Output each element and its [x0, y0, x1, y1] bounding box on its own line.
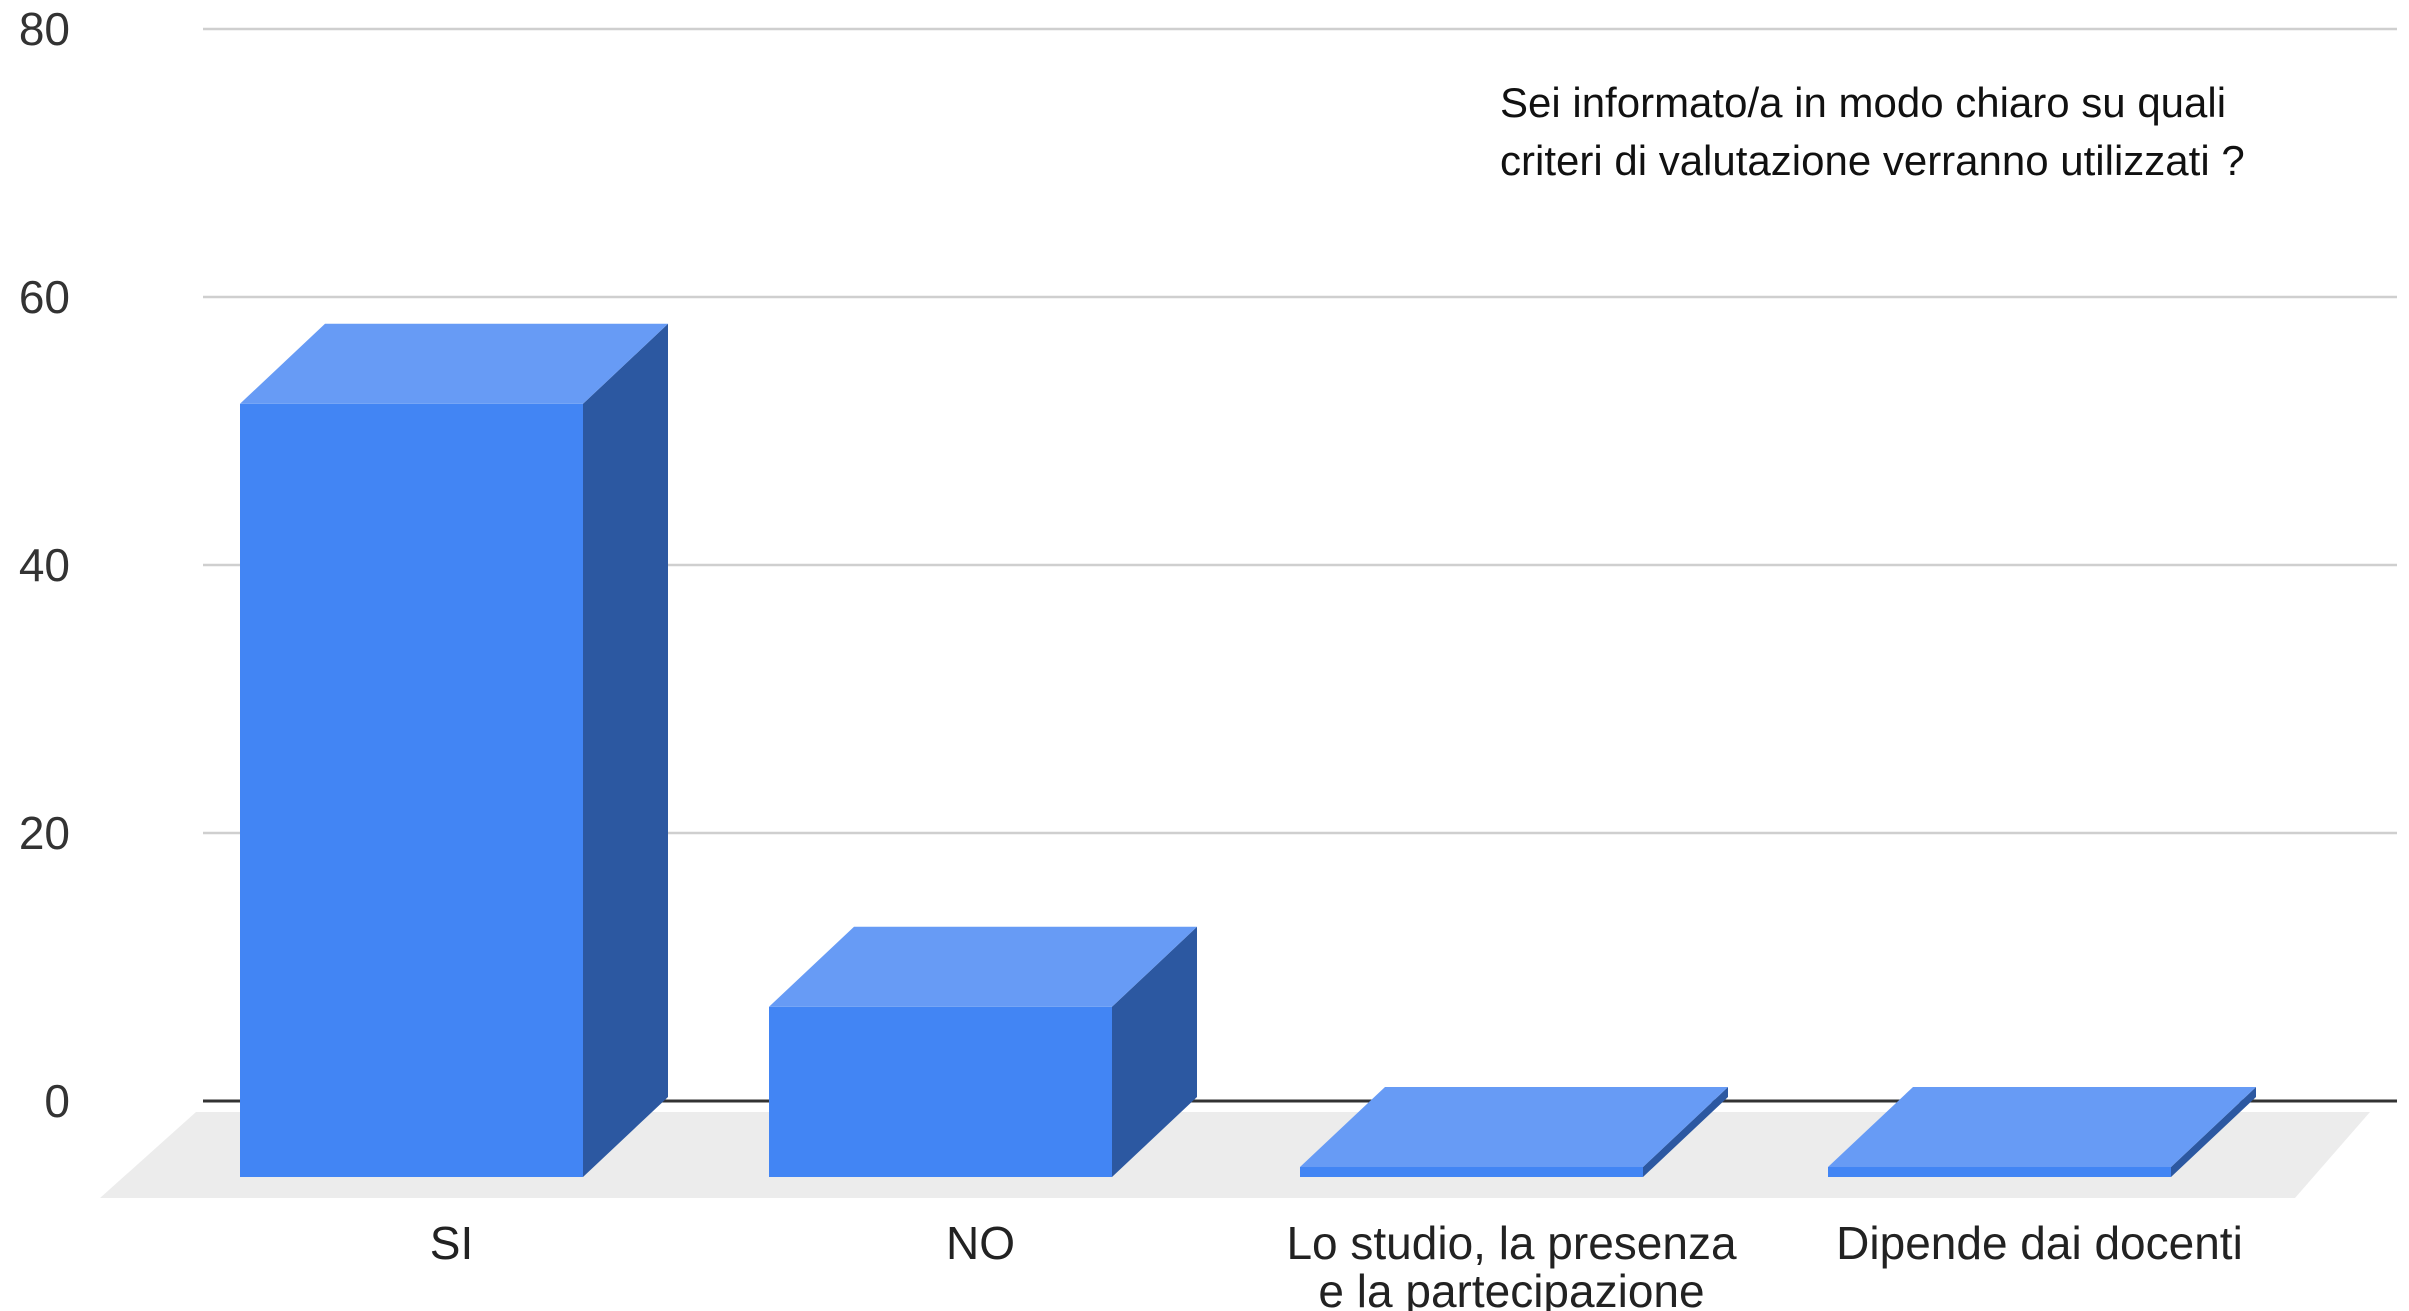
x-category-label: SI — [430, 1217, 473, 1269]
x-category-label: Lo studio, la presenza e la partecipazion… — [1286, 1217, 1736, 1311]
chart-title: Sei informato/a in modo chiaro su quali … — [1500, 79, 2245, 184]
bar-side — [2171, 1087, 2256, 1177]
bar — [769, 926, 1197, 1177]
bar-front — [769, 1006, 1112, 1177]
y-tick-label: 0 — [44, 1075, 70, 1127]
bar — [1300, 1087, 1728, 1177]
bar-top — [769, 926, 1197, 1007]
bar-top — [1828, 1087, 2256, 1167]
bar-top — [1300, 1087, 1728, 1167]
bar-front — [1300, 1167, 1643, 1177]
y-tick-label: 80 — [19, 3, 70, 55]
bar — [240, 323, 668, 1177]
chart-floor — [100, 1112, 2370, 1198]
bar-front — [240, 403, 583, 1177]
y-tick-label: 20 — [19, 807, 70, 859]
bar — [1828, 1087, 2256, 1177]
y-tick-label: 60 — [19, 271, 70, 323]
bar-side — [1112, 926, 1197, 1177]
bar-side — [1643, 1087, 1728, 1177]
bar-top — [240, 323, 668, 404]
x-category-label: Dipende dai docenti — [1836, 1217, 2243, 1269]
x-category-label: NO — [946, 1217, 1015, 1269]
bar-side — [583, 323, 668, 1177]
y-tick-label: 40 — [19, 539, 70, 591]
bar-front — [1828, 1167, 2171, 1177]
